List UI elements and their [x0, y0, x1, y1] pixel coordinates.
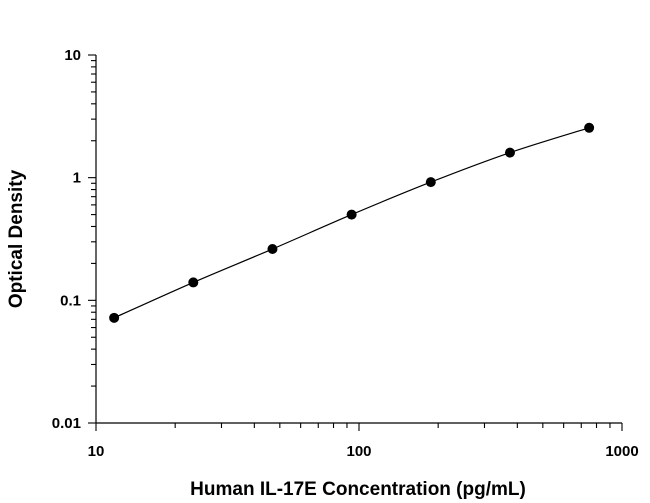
- x-tick-label: 10: [88, 443, 105, 460]
- y-tick-label: 1: [73, 170, 81, 187]
- x-tick-label: 1000: [605, 443, 638, 460]
- data-point: [109, 312, 120, 323]
- data-point: [504, 147, 515, 158]
- y-axis-tick-labels: 0.01 0.1 1 10: [52, 47, 81, 432]
- data-point: [188, 277, 199, 288]
- x-axis-tick-labels: 10 100 1000: [88, 443, 639, 460]
- data-points: [109, 122, 595, 323]
- x-tick-label: 100: [346, 443, 371, 460]
- x-axis-ticks: [95, 423, 623, 431]
- y-tick-label: 0.01: [52, 415, 81, 432]
- y-tick-label: 10: [64, 47, 81, 64]
- y-axis-title: Optical Density: [6, 169, 27, 308]
- x-axis-title: Human IL-17E Concentration (pg/mL): [190, 479, 526, 500]
- data-point: [584, 122, 595, 133]
- data-point: [346, 209, 357, 220]
- axes: [95, 55, 622, 424]
- data-point: [267, 244, 278, 255]
- fit-curve: [113, 127, 590, 319]
- y-tick-label: 0.1: [60, 292, 81, 309]
- y-axis-ticks: [88, 54, 96, 424]
- data-point: [425, 177, 436, 188]
